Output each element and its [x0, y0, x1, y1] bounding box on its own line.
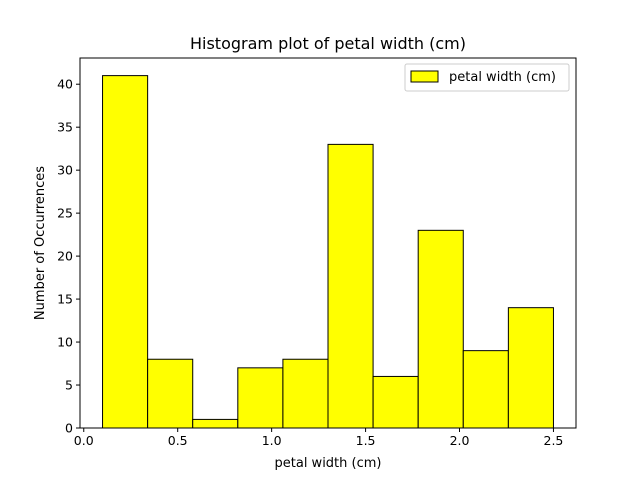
- legend-label: petal width (cm): [449, 70, 556, 85]
- x-tick-label: 0.5: [168, 433, 188, 448]
- x-tick-label: 0.0: [74, 433, 94, 448]
- histogram-bar: [147, 358, 194, 429]
- y-tick-label: 0: [65, 421, 73, 436]
- histogram-bar: [327, 143, 374, 429]
- x-ticks-group: 0.0 0.5 1.0 1.5 2.0 2.5: [74, 428, 564, 448]
- histogram-bar: [462, 350, 509, 429]
- chart-title: Histogram plot of petal width (cm): [190, 34, 466, 53]
- axes-frame: [79, 57, 577, 429]
- y-tick-label: 20: [57, 249, 73, 264]
- y-tick-label: 5: [65, 378, 73, 393]
- legend: petal width (cm): [404, 63, 570, 92]
- y-tick-label: 10: [57, 335, 73, 350]
- y-ticks-group: 0 5 10 15 20 25 30 35 40: [57, 77, 80, 436]
- y-tick-label: 35: [57, 120, 73, 135]
- x-tick-label: 1.0: [262, 433, 282, 448]
- histogram-bar: [192, 418, 239, 429]
- x-tick-label: 1.5: [356, 433, 376, 448]
- x-tick-label: 2.5: [544, 433, 564, 448]
- histogram-bar: [237, 367, 284, 429]
- histogram-bar: [417, 229, 464, 429]
- x-tick-label: 2.0: [450, 433, 470, 448]
- y-tick-label: 40: [57, 77, 73, 92]
- histogram-bar: [102, 75, 149, 429]
- y-axis-label: Number of Occurrences: [33, 166, 48, 320]
- y-tick-label: 15: [57, 292, 73, 307]
- histogram-bar: [372, 375, 419, 429]
- legend-box: [404, 63, 570, 92]
- legend-swatch: [410, 70, 439, 83]
- y-tick-label: 25: [57, 206, 73, 221]
- bars-group: [102, 75, 554, 429]
- histogram-bar: [282, 358, 329, 429]
- x-axis-label: petal width (cm): [275, 456, 382, 471]
- histogram-bar: [507, 307, 554, 429]
- y-tick-label: 30: [57, 163, 73, 178]
